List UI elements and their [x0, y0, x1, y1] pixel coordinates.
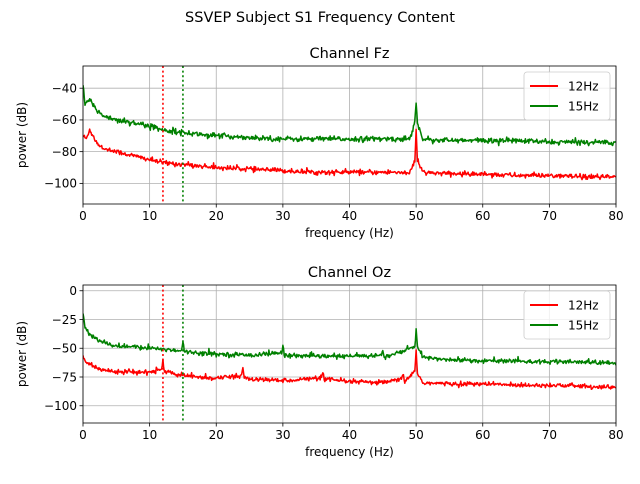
- y-tick-label: −50: [52, 342, 77, 356]
- x-tick-label: 10: [142, 428, 157, 442]
- y-tick-label: −60: [52, 113, 77, 127]
- x-tick-label: 70: [542, 209, 557, 223]
- y-tick-label: −100: [44, 399, 77, 413]
- plot-area: [83, 285, 616, 423]
- x-tick-label: 20: [209, 209, 224, 223]
- y-tick-label: −40: [52, 82, 77, 96]
- y-axis-label: power (dB): [15, 321, 29, 387]
- x-tick-label: 40: [342, 209, 357, 223]
- x-tick-label: 20: [209, 428, 224, 442]
- series-line-15hz: [83, 84, 616, 147]
- y-tick-label: 0: [69, 284, 77, 298]
- x-tick-label: 30: [275, 428, 290, 442]
- y-tick-label: −25: [52, 313, 77, 327]
- x-tick-label: 0: [79, 428, 87, 442]
- x-tick-label: 0: [79, 209, 87, 223]
- x-tick-label: 50: [408, 428, 423, 442]
- legend-label: 12Hz: [568, 298, 599, 312]
- legend: 12Hz 15Hz: [523, 71, 611, 121]
- y-tick-label: −75: [52, 370, 77, 384]
- legend-label: 15Hz: [568, 99, 599, 113]
- subplot-2: 0 10 20 30 40 50 60 70 80 −100 −75 −50 −25 0 Channel O…: [15, 265, 624, 459]
- x-axis-label: frequency (Hz): [305, 445, 394, 459]
- subplot-1: 0 10 20 30 40 50 60 70 80 −100 −80 −60 −40 Channel Fz…: [15, 46, 624, 240]
- subplot-title: Channel Oz: [308, 265, 391, 281]
- x-tick-label: 60: [475, 209, 490, 223]
- plot-area: [83, 66, 616, 204]
- series-line-12hz: [83, 128, 616, 181]
- x-tick-label: 70: [542, 428, 557, 442]
- y-tick-label: −100: [44, 177, 77, 191]
- x-axis-label: frequency (Hz): [305, 226, 394, 240]
- legend-label: 15Hz: [568, 318, 599, 332]
- figure-suptitle: SSVEP Subject S1 Frequency Content: [185, 10, 455, 26]
- y-tick-label: −80: [52, 145, 77, 159]
- x-tick-label: 30: [275, 209, 290, 223]
- x-tick-label: 80: [608, 209, 623, 223]
- legend-label: 12Hz: [568, 79, 599, 93]
- y-axis-label: power (dB): [15, 102, 29, 168]
- x-tick-label: 80: [608, 428, 623, 442]
- x-tick-label: 40: [342, 428, 357, 442]
- x-tick-label: 60: [475, 428, 490, 442]
- legend-box: [523, 290, 611, 340]
- subplot-title: Channel Fz: [309, 46, 389, 62]
- x-tick-label: 10: [142, 209, 157, 223]
- x-tick-label: 50: [408, 209, 423, 223]
- series-line-15hz: [83, 313, 616, 366]
- legend: 12Hz 15Hz: [523, 290, 611, 340]
- series-line-12hz: [83, 349, 616, 391]
- legend-box: [523, 71, 611, 121]
